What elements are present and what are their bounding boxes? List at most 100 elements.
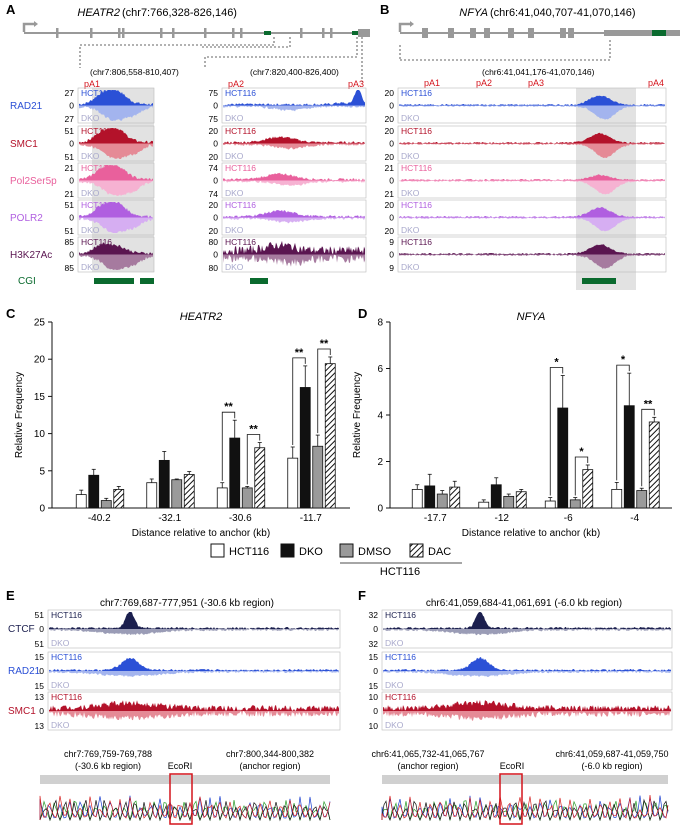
track-frame	[47, 609, 341, 649]
panel-b-gene-model	[398, 21, 680, 38]
ecori-highlight	[169, 773, 193, 825]
scale-bottom: 32	[369, 639, 379, 649]
x-tick-label: -4	[630, 513, 639, 524]
y-tick-label: 2	[377, 457, 383, 468]
bar-dko	[557, 407, 569, 509]
y-tick-label: 5	[39, 466, 45, 477]
track-frame	[397, 236, 667, 273]
signal-dko	[399, 254, 665, 270]
track-name-smc1: SMC1	[10, 139, 38, 150]
track-frame	[77, 162, 155, 199]
scale-bottom: 74	[209, 189, 219, 199]
legend-label-dmso: DMSO	[358, 546, 391, 558]
bar-dac	[582, 469, 594, 509]
x-axis-label: Distance relative to anchor (kb)	[462, 528, 600, 539]
track-frame	[77, 236, 155, 273]
exon	[528, 28, 534, 38]
sample-label-dko: DKO	[225, 225, 244, 235]
trace-line	[39, 795, 331, 820]
panel-a-box2-coords: (chr7:820,400-826,400)	[250, 67, 339, 77]
panel-b: B NFYA (chr6:41,040,707-41,070,146) (chr…	[380, 2, 680, 290]
bar-dac	[113, 488, 125, 509]
signal-dko	[399, 105, 665, 120]
panel-b-pa2: pA2	[476, 78, 492, 88]
track-frame	[397, 199, 667, 236]
significance-label: *	[621, 354, 626, 366]
sample-label-hct116: HCT116	[81, 88, 112, 98]
panel-a-coords: (chr7:766,328-826,146)	[122, 7, 237, 19]
y-tick-label: 25	[34, 318, 46, 329]
panel-e-seq-left: chr7:769,759-769,788	[64, 749, 152, 759]
signal-dko	[49, 671, 339, 678]
signal-hct116	[399, 244, 665, 255]
sample-label-dko: DKO	[51, 638, 70, 648]
legend-label-hct116: HCT116	[229, 546, 269, 558]
panel-e: E chr7:769,687-777,951 (-30.6 kb region)…	[6, 588, 341, 825]
signal-dko	[399, 143, 665, 158]
panel-f-seq-right2: (-6.0 kb region)	[581, 761, 642, 771]
chart-nfya: NFYA 0 2 4 6 8 Relative Frequency Distance rela…	[352, 311, 672, 539]
scale-zero: 0	[389, 250, 394, 260]
scale-top: 32	[369, 610, 379, 620]
sample-label-dko: DKO	[81, 262, 100, 272]
legend-swatch-dmso	[339, 543, 354, 558]
scale-bottom: 20	[209, 226, 219, 236]
panel-b-pa1: pA1	[424, 78, 440, 88]
bar-hct116	[544, 500, 556, 509]
sample-label-hct116: HCT116	[81, 126, 112, 136]
x-tick-label: -11.7	[300, 513, 322, 524]
chart-title: NFYA	[517, 311, 546, 323]
panel-f-ecori: EcoRI	[500, 761, 525, 771]
chart-title: HEATR2	[180, 311, 223, 323]
sample-label-dko: DKO	[81, 151, 100, 161]
scale-top: 9	[389, 237, 394, 247]
panel-f-seq-left: chr6:41,065,732-41,065,767	[371, 749, 484, 759]
exon	[118, 28, 121, 38]
signal-hct116	[223, 135, 365, 144]
track-frame	[381, 691, 673, 731]
sample-label-dko: DKO	[401, 151, 420, 161]
bar-dmso	[569, 499, 581, 509]
signal-dko	[383, 629, 671, 636]
signal-hct116	[399, 174, 665, 181]
scale-bottom: 21	[65, 189, 75, 199]
signal-hct116	[79, 128, 153, 144]
signal-dko	[223, 143, 365, 150]
panel-f-seq-left2: (anchor region)	[397, 761, 458, 771]
y-tick-label: 4	[377, 411, 383, 422]
bar-hct116	[146, 482, 158, 509]
track-frame	[77, 87, 155, 124]
bar-hct116	[216, 487, 228, 509]
sequence-header	[382, 775, 668, 784]
significance-bracket	[246, 434, 261, 485]
signal-hct116	[383, 657, 671, 671]
signal-dko	[223, 254, 365, 267]
sample-label-dko: DKO	[225, 151, 244, 161]
scale-top: 51	[65, 200, 75, 210]
signal-hct116	[399, 95, 665, 106]
sample-label-dko: DKO	[401, 113, 420, 123]
bar-dko	[299, 387, 311, 509]
significance-label: **	[644, 398, 653, 410]
y-tick-label: 0	[39, 504, 45, 515]
sample-label-dko: DKO	[225, 188, 244, 198]
scale-top: 27	[65, 88, 75, 98]
x-tick-label: -40.2	[88, 513, 111, 524]
scale-bottom: 21	[385, 189, 395, 199]
scale-bottom: 13	[35, 721, 45, 731]
track-frame	[397, 87, 667, 124]
bar-dmso	[636, 490, 648, 509]
bar-dmso	[312, 445, 324, 509]
signal-dko	[383, 711, 671, 721]
panel-e-seq-left2: (-30.6 kb region)	[75, 761, 141, 771]
significance-label: *	[579, 446, 584, 458]
track-frame	[221, 236, 367, 273]
scale-zero: 0	[213, 213, 218, 223]
track-frame	[381, 609, 673, 649]
significance-bracket	[616, 364, 630, 481]
panel-b-pa3: pA3	[528, 78, 544, 88]
scale-bottom: 15	[35, 681, 45, 691]
bar-hct116	[478, 501, 490, 509]
exon	[300, 28, 303, 38]
